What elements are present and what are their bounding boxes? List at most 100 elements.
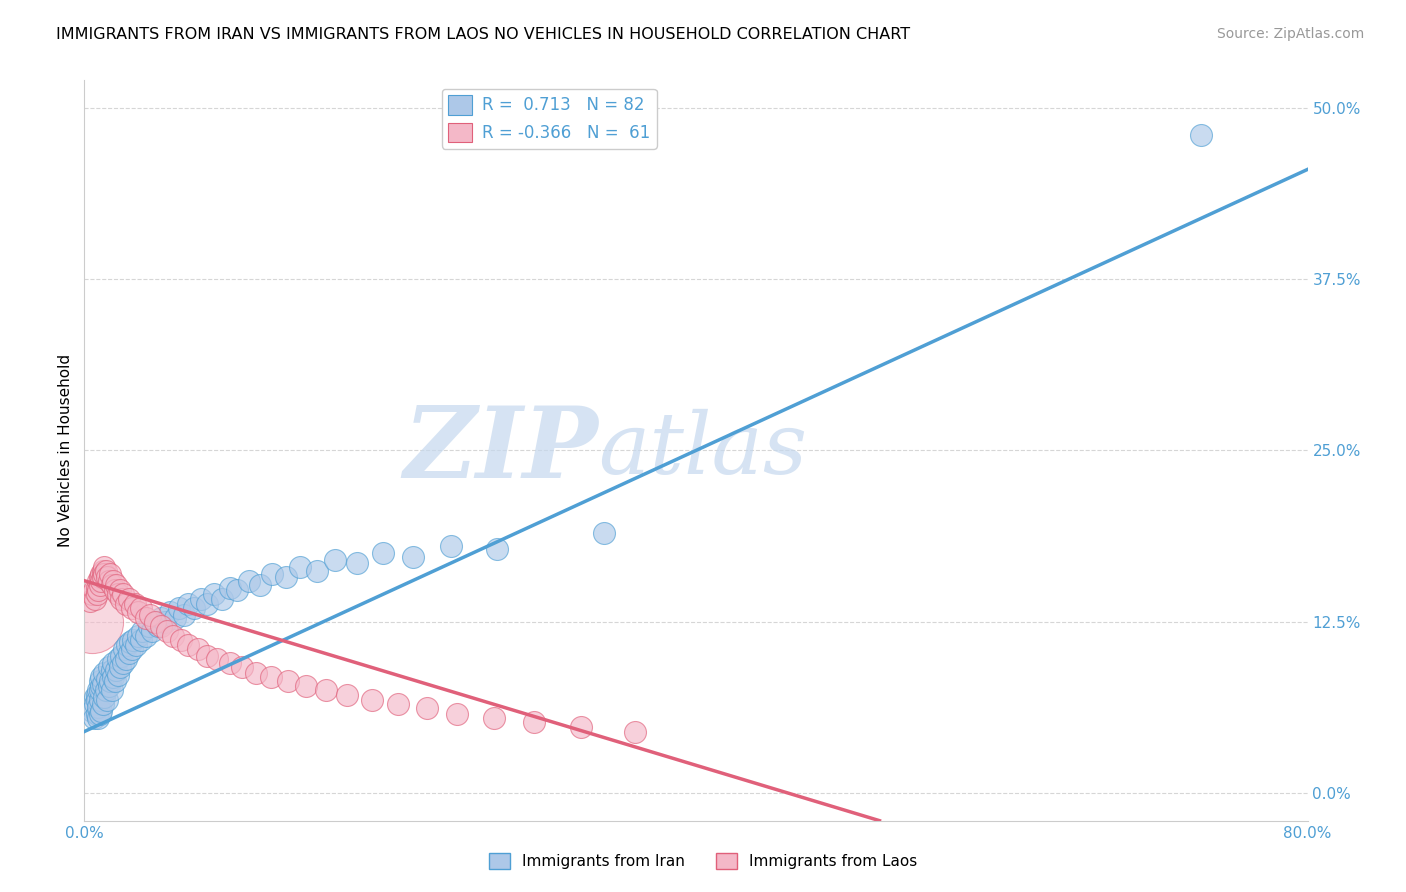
Point <box>83 711 105 725</box>
Point <box>207 652 229 666</box>
Point <box>101 578 124 592</box>
Point <box>295 679 318 693</box>
Point <box>97 679 120 693</box>
Text: atlas: atlas <box>598 409 807 491</box>
Point <box>108 660 131 674</box>
Point <box>190 591 212 606</box>
Point <box>260 670 283 684</box>
Point <box>288 560 311 574</box>
Point <box>89 706 111 721</box>
Point <box>129 632 152 647</box>
Point <box>238 574 260 588</box>
Point <box>262 566 284 581</box>
Point <box>195 649 218 664</box>
Point <box>211 591 233 606</box>
Point <box>131 624 153 639</box>
Point <box>226 583 249 598</box>
Point <box>105 578 128 592</box>
Point <box>245 665 267 680</box>
Point <box>135 611 157 625</box>
Point <box>86 706 108 721</box>
Point <box>105 663 128 677</box>
Point <box>149 619 172 633</box>
Point <box>87 711 110 725</box>
Point <box>569 720 592 734</box>
Point <box>89 578 111 592</box>
Point <box>90 679 112 693</box>
Point <box>440 540 463 554</box>
Point <box>624 724 647 739</box>
Point <box>90 704 112 718</box>
Point <box>97 660 120 674</box>
Point <box>121 601 143 615</box>
Point <box>118 646 141 660</box>
Text: ZIP: ZIP <box>404 402 598 499</box>
Text: Source: ZipAtlas.com: Source: ZipAtlas.com <box>1216 27 1364 41</box>
Point <box>103 574 125 588</box>
Point <box>183 601 205 615</box>
Point <box>162 628 184 642</box>
Point <box>371 546 394 560</box>
Point <box>80 615 103 629</box>
Point <box>360 693 382 707</box>
Point <box>125 638 148 652</box>
Point <box>98 566 121 581</box>
Point <box>170 632 193 647</box>
Point <box>94 683 117 698</box>
Point <box>146 619 169 633</box>
Point <box>93 566 115 581</box>
Point <box>111 656 134 670</box>
Point <box>104 583 127 598</box>
Point <box>86 581 108 595</box>
Point <box>90 670 112 684</box>
Point <box>94 564 117 578</box>
Point <box>120 635 142 649</box>
Point <box>91 676 114 690</box>
Point <box>277 673 299 688</box>
Point <box>93 665 115 680</box>
Point <box>107 652 129 666</box>
Point <box>89 569 111 583</box>
Point <box>89 673 111 688</box>
Point <box>101 663 124 677</box>
Point <box>346 556 368 570</box>
Point <box>482 711 505 725</box>
Point <box>122 632 145 647</box>
Point <box>121 642 143 657</box>
Point <box>124 597 146 611</box>
Point <box>93 560 115 574</box>
Point <box>173 607 195 622</box>
Point <box>103 670 125 684</box>
Point <box>89 693 111 707</box>
Point <box>127 605 149 619</box>
Point <box>84 697 107 711</box>
Point <box>167 601 190 615</box>
Point <box>177 597 200 611</box>
Point <box>89 683 111 698</box>
Point <box>138 619 160 633</box>
Point <box>93 690 115 705</box>
Point <box>107 587 129 601</box>
Point <box>149 611 172 625</box>
Point <box>159 605 181 619</box>
Point <box>143 615 166 629</box>
Point <box>96 693 118 707</box>
Point <box>91 697 114 711</box>
Point <box>107 668 129 682</box>
Point <box>87 574 110 588</box>
Point <box>218 581 240 595</box>
Point <box>87 683 110 698</box>
Point <box>80 587 103 601</box>
Point <box>112 642 135 657</box>
Point <box>186 642 208 657</box>
Point <box>202 587 225 601</box>
Point <box>129 601 152 615</box>
Point <box>96 673 118 687</box>
Point <box>163 611 186 625</box>
Point <box>90 574 112 588</box>
Point <box>218 656 240 670</box>
Point <box>276 569 298 583</box>
Point <box>83 583 105 598</box>
Y-axis label: No Vehicles in Household: No Vehicles in Household <box>58 354 73 547</box>
Point <box>114 652 136 666</box>
